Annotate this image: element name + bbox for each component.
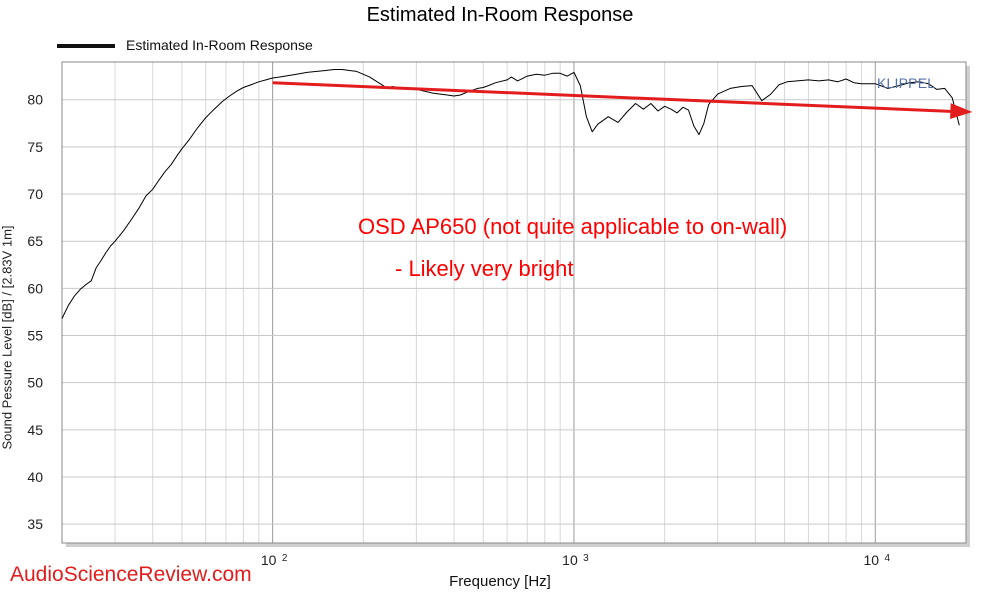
y-tick-label: 80 <box>27 92 43 108</box>
klippel-logo-text: KLIPPEL <box>877 75 936 91</box>
y-tick-label: 45 <box>27 422 43 438</box>
y-tick-label: 65 <box>27 233 43 249</box>
legend-label: Estimated In-Room Response <box>126 37 313 53</box>
trend-arrow-head <box>950 103 973 120</box>
y-tick-label: 35 <box>27 516 43 532</box>
plot-frame <box>61 61 967 544</box>
legend-swatch <box>57 44 115 48</box>
y-tick-label: 75 <box>27 139 43 155</box>
y-tick-label: 55 <box>27 328 43 344</box>
x-tick-exponent: 2 <box>282 553 288 564</box>
x-tick-exponent: 3 <box>583 553 589 564</box>
x-tick-label: 10 <box>261 552 277 568</box>
x-axis-label: Frequency [Hz] <box>449 573 551 590</box>
y-tick-label: 60 <box>27 280 43 296</box>
annotation-line-1: OSD AP650 (not quite applicable to on-wa… <box>358 214 788 239</box>
trend-arrow-line <box>272 81 957 114</box>
plot-background <box>62 62 966 543</box>
watermark: AudioScienceReview.com <box>10 563 252 586</box>
annotation-line-2: - Likely very bright <box>395 256 574 281</box>
y-tick-label: 50 <box>27 375 43 391</box>
series-line-in-room-response <box>61 69 960 319</box>
chart-title: Estimated In-Room Response <box>366 4 634 26</box>
x-tick-label: 10 <box>562 552 578 568</box>
x-tick-exponent: 4 <box>885 553 891 564</box>
y-tick-label: 70 <box>27 186 43 202</box>
y-tick-label: 40 <box>27 469 43 485</box>
x-tick-label: 10 <box>864 552 880 568</box>
